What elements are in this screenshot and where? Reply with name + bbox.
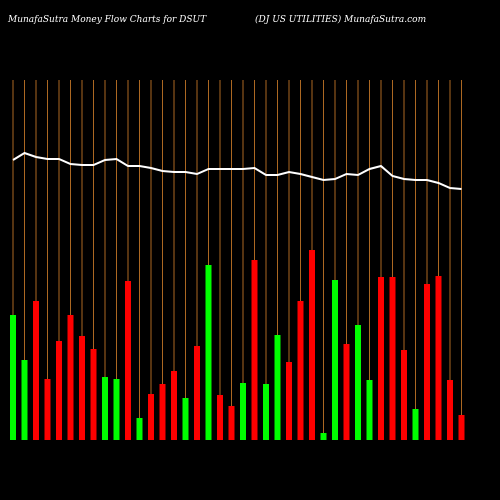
bar [320, 433, 327, 440]
bar [79, 336, 85, 440]
bar [458, 415, 465, 440]
bar [217, 395, 223, 440]
bar [44, 379, 51, 440]
bar [447, 380, 453, 440]
bar [148, 394, 154, 440]
bar [424, 284, 430, 440]
bar [33, 301, 39, 440]
bar [355, 325, 361, 440]
bar [412, 409, 419, 440]
bar [113, 379, 120, 440]
bar [10, 315, 16, 440]
bar [125, 281, 131, 440]
bar [90, 349, 97, 440]
bar [136, 418, 143, 440]
bar [286, 362, 292, 440]
bar [205, 265, 212, 440]
bar [182, 398, 189, 440]
bar [67, 315, 74, 440]
bar [251, 260, 258, 440]
bar [435, 276, 442, 440]
bar [159, 384, 166, 440]
bar [401, 350, 407, 440]
bar [297, 301, 304, 440]
bar [378, 277, 384, 440]
bar [56, 341, 62, 440]
bar [240, 383, 246, 440]
bar [343, 344, 350, 440]
flow-line [12, 151, 462, 190]
bar [21, 360, 28, 440]
bar [332, 280, 338, 440]
chart-title: MunafaSutra Money Flow Charts for DSUT [7, 15, 207, 25]
bar [263, 384, 269, 440]
bar [274, 335, 281, 440]
bar [102, 377, 108, 440]
bar [366, 380, 373, 440]
bar [309, 250, 315, 440]
bar [389, 277, 396, 440]
chart-subtitle: (DJ US UTILITIES) MunafaSutra.com [255, 14, 426, 25]
bar [194, 346, 200, 440]
bar [171, 371, 177, 440]
bar [228, 406, 235, 440]
